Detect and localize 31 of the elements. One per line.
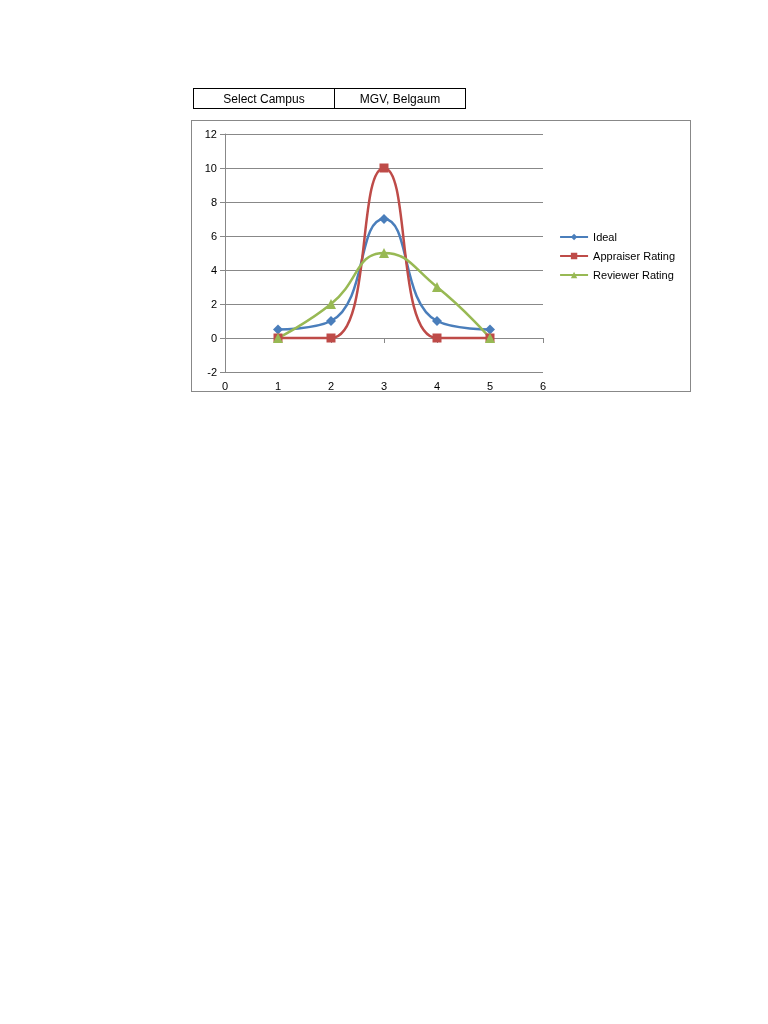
x-tick-label: 3 <box>380 379 388 392</box>
point <box>326 333 336 343</box>
y-tick-label: 0 <box>210 332 217 344</box>
x-tick-label: 6 <box>539 379 547 392</box>
point <box>273 324 283 335</box>
legend-label: Reviewer Rating <box>593 269 674 281</box>
point <box>326 299 336 309</box>
y-tick-label: 12 <box>204 128 217 140</box>
point <box>326 316 336 326</box>
y-tick-label: 6 <box>210 230 217 242</box>
point <box>485 324 495 335</box>
legend-label: Ideal <box>593 231 617 243</box>
x-tick-label: 4 <box>433 379 441 392</box>
text: Select Campus <box>193 88 335 109</box>
x-tick-label: 2 <box>327 379 335 392</box>
y-tick-label: 4 <box>210 264 217 276</box>
y-tick-label: 8 <box>210 196 217 208</box>
y-tick-label: 10 <box>204 162 217 174</box>
point <box>379 214 389 224</box>
point <box>432 282 442 292</box>
point <box>379 163 389 173</box>
y-tick-label: -2 <box>207 366 217 378</box>
x-tick-label: 0 <box>221 379 229 392</box>
point <box>432 316 442 326</box>
x-tick-label: 5 <box>486 379 494 392</box>
text: MGV, Belgaum <box>334 88 466 109</box>
point <box>432 333 442 343</box>
legend-label: Appraiser Rating <box>593 250 676 262</box>
y-tick-label: 2 <box>210 298 217 310</box>
point <box>379 248 389 258</box>
x-tick-label: 1 <box>274 379 282 392</box>
